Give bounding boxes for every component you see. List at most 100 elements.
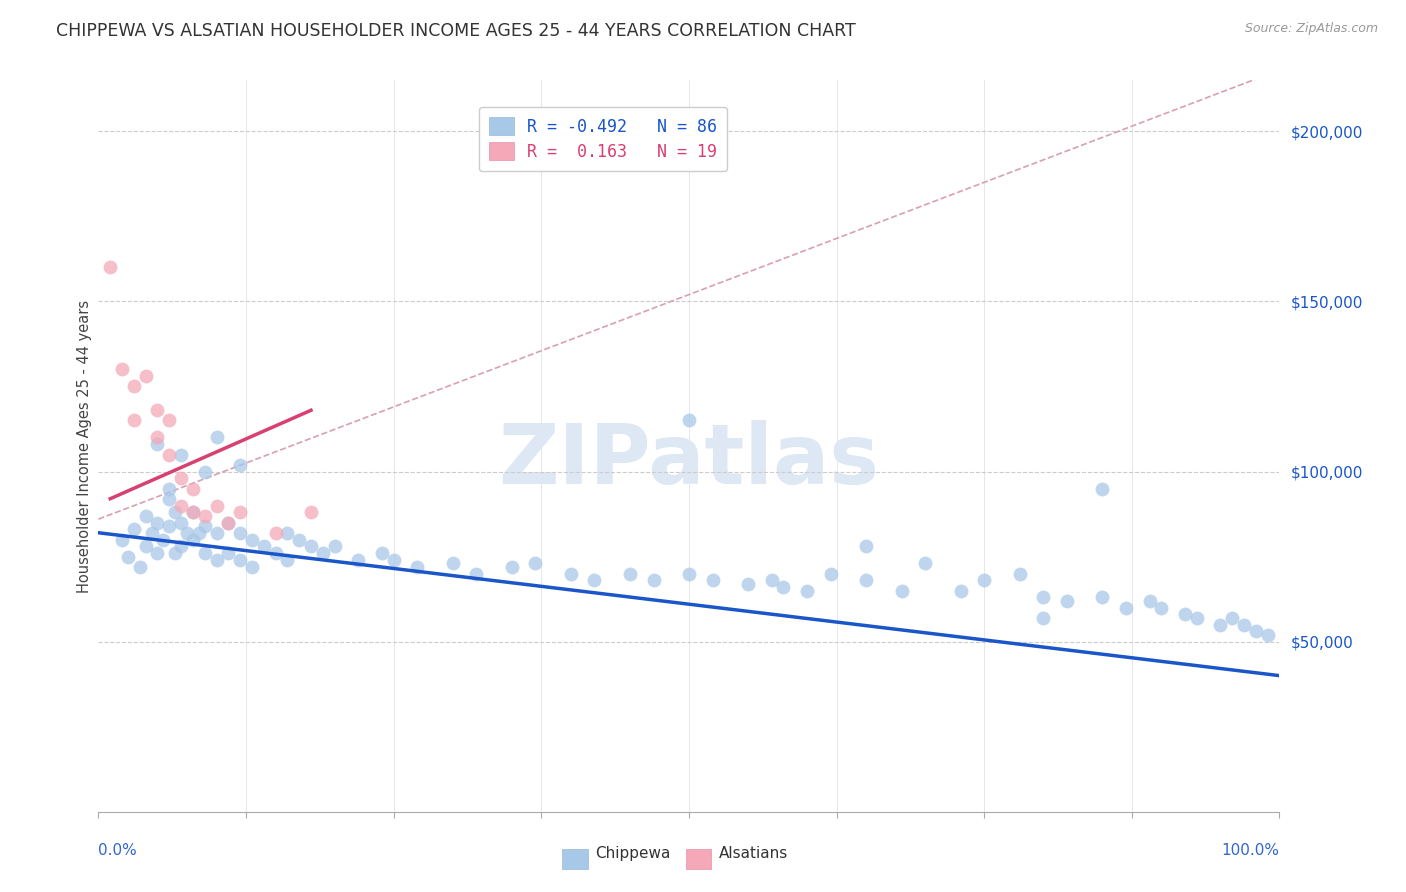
Point — [194, 546, 217, 560]
Point — [122, 379, 145, 393]
Point — [1209, 617, 1232, 632]
Point — [170, 471, 193, 485]
Point — [111, 533, 134, 547]
Point — [583, 574, 606, 588]
Point — [111, 362, 134, 376]
Text: Alsatians: Alsatians — [718, 847, 787, 861]
Point — [146, 437, 169, 451]
Point — [229, 553, 252, 567]
Point — [1056, 594, 1078, 608]
Point — [176, 525, 198, 540]
Point — [1115, 600, 1137, 615]
Point — [855, 540, 877, 554]
Point — [1008, 566, 1031, 581]
Point — [406, 559, 429, 574]
Text: Source: ZipAtlas.com: Source: ZipAtlas.com — [1244, 22, 1378, 36]
Point — [229, 525, 252, 540]
Point — [1220, 611, 1243, 625]
Point — [146, 546, 169, 560]
Point — [371, 546, 394, 560]
Text: CHIPPEWA VS ALSATIAN HOUSEHOLDER INCOME AGES 25 - 44 YEARS CORRELATION CHART: CHIPPEWA VS ALSATIAN HOUSEHOLDER INCOME … — [56, 22, 856, 40]
Point — [194, 519, 217, 533]
Point — [761, 574, 783, 588]
Point — [619, 566, 641, 581]
Point — [135, 540, 157, 554]
Point — [264, 546, 287, 560]
Point — [240, 559, 263, 574]
Point — [347, 553, 370, 567]
Point — [146, 516, 169, 530]
Point — [1257, 628, 1279, 642]
Point — [165, 546, 187, 560]
Point — [299, 540, 322, 554]
Point — [122, 522, 145, 536]
Point — [117, 549, 139, 564]
Point — [157, 448, 180, 462]
Point — [181, 533, 204, 547]
Point — [146, 403, 169, 417]
Point — [1174, 607, 1197, 622]
Point — [288, 533, 311, 547]
Point — [737, 576, 759, 591]
Point — [170, 540, 193, 554]
Point — [312, 546, 335, 560]
Point — [181, 505, 204, 519]
Point — [1185, 611, 1208, 625]
Point — [157, 491, 180, 506]
Point — [1150, 600, 1173, 615]
Point — [1032, 591, 1054, 605]
Point — [194, 465, 217, 479]
Point — [194, 508, 217, 523]
Point — [702, 574, 724, 588]
Point — [187, 525, 209, 540]
Point — [890, 583, 912, 598]
Point — [170, 448, 193, 462]
Text: 100.0%: 100.0% — [1222, 843, 1279, 858]
Point — [217, 546, 239, 560]
Point — [98, 260, 121, 275]
Point — [643, 574, 665, 588]
Point — [1091, 591, 1114, 605]
Point — [678, 413, 700, 427]
Point — [524, 557, 547, 571]
Point — [240, 533, 263, 547]
Point — [128, 559, 150, 574]
Text: 0.0%: 0.0% — [98, 843, 138, 858]
Point — [181, 482, 204, 496]
Point — [855, 574, 877, 588]
Point — [772, 580, 794, 594]
Point — [973, 574, 995, 588]
Point — [205, 430, 228, 444]
Point — [217, 516, 239, 530]
Point — [276, 553, 298, 567]
Point — [229, 458, 252, 472]
Y-axis label: Householder Income Ages 25 - 44 years: Householder Income Ages 25 - 44 years — [77, 300, 91, 592]
Point — [205, 553, 228, 567]
Point — [560, 566, 582, 581]
Point — [181, 505, 204, 519]
Point — [382, 553, 405, 567]
Point — [1244, 624, 1267, 639]
Point — [135, 508, 157, 523]
Point — [914, 557, 936, 571]
Point — [276, 525, 298, 540]
Point — [217, 516, 239, 530]
Point — [1139, 594, 1161, 608]
Point — [820, 566, 842, 581]
Point — [678, 566, 700, 581]
Point — [146, 430, 169, 444]
Point — [170, 516, 193, 530]
Point — [165, 505, 187, 519]
Point — [205, 499, 228, 513]
Point — [1032, 611, 1054, 625]
Point — [299, 505, 322, 519]
Point — [1091, 482, 1114, 496]
Point — [465, 566, 488, 581]
Point — [949, 583, 972, 598]
Point — [796, 583, 818, 598]
Point — [264, 525, 287, 540]
Point — [152, 533, 174, 547]
Point — [205, 525, 228, 540]
Point — [501, 559, 523, 574]
Point — [229, 505, 252, 519]
